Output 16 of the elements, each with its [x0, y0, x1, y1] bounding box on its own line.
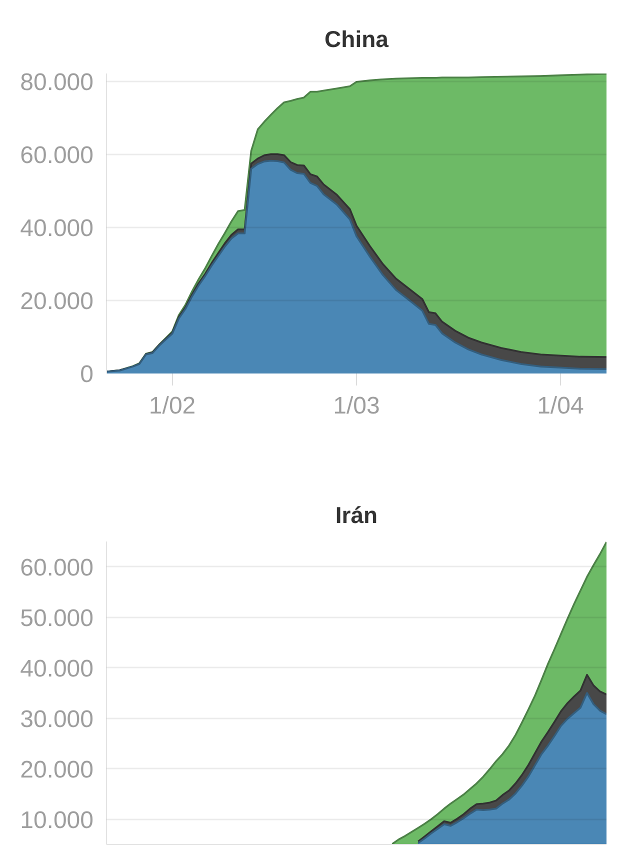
- y-tick-label: 60.000: [20, 554, 94, 582]
- y-tick-label: 0: [80, 361, 94, 388]
- x-tick-label: 1/02: [148, 392, 196, 420]
- y-tick-label: 20.000: [20, 288, 94, 316]
- chart-title: Irán: [335, 502, 378, 528]
- y-tick-label: 60.000: [20, 142, 94, 170]
- y-tick-label: 40.000: [20, 215, 94, 242]
- y-tick-label: 50.000: [20, 604, 94, 632]
- y-tick-label: 20.000: [20, 756, 94, 784]
- y-tick-label: 30.000: [20, 706, 94, 733]
- chart-title: China: [324, 26, 389, 52]
- x-tick-label: 1/04: [537, 392, 584, 420]
- y-tick-label: 80.000: [20, 69, 94, 96]
- y-tick-label: 10.000: [20, 806, 94, 834]
- x-tick-label: 1/03: [333, 392, 380, 420]
- y-tick-label: 40.000: [20, 655, 94, 682]
